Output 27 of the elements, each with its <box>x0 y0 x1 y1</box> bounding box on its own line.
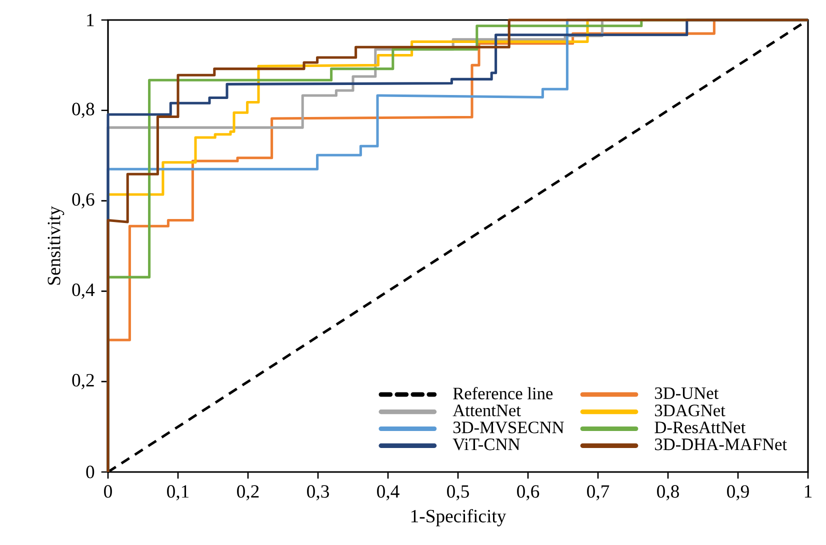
x-tick-label: 0,1 <box>167 485 189 500</box>
y-tick-label: 0 <box>86 466 94 478</box>
x-axis-title: 1-Specificity <box>411 509 506 526</box>
y-tick-label: 0,4 <box>72 284 95 299</box>
y-axis-title: Sensitivity <box>48 206 64 285</box>
x-tick-label: 0 <box>104 485 112 498</box>
legend-label: 3D-UNet <box>655 387 719 399</box>
legend-label: Reference line <box>453 386 553 400</box>
y-tick-label: 0,6 <box>72 193 94 208</box>
x-tick-label: 1 <box>804 485 812 498</box>
x-tick-label: 0,3 <box>307 485 329 500</box>
y-tick-label: 1 <box>87 14 94 26</box>
x-tick-label: 0,8 <box>657 485 679 500</box>
legend-label: AttentNet <box>452 404 521 416</box>
x-tick-label: 0,4 <box>377 485 400 500</box>
legend-label: D-ResAttNet <box>654 422 746 434</box>
x-tick-label: 0,5 <box>447 485 469 500</box>
x-tick-label: 0,6 <box>517 485 540 500</box>
y-tick-label: 0,8 <box>72 102 94 118</box>
legend-label: 3D-MVSECNN <box>453 422 564 434</box>
x-tick-label: 0,9 <box>727 485 749 500</box>
x-tick-label: 0,2 <box>237 485 259 500</box>
x-tick-label: 0,7 <box>587 485 610 500</box>
legend-label: 3D-DHA-MAFNet <box>655 438 787 450</box>
legend-label: ViT-CNN <box>452 438 520 450</box>
y-tick-label: 0,2 <box>72 374 94 390</box>
legend-label: 3DAGNet <box>655 404 726 416</box>
